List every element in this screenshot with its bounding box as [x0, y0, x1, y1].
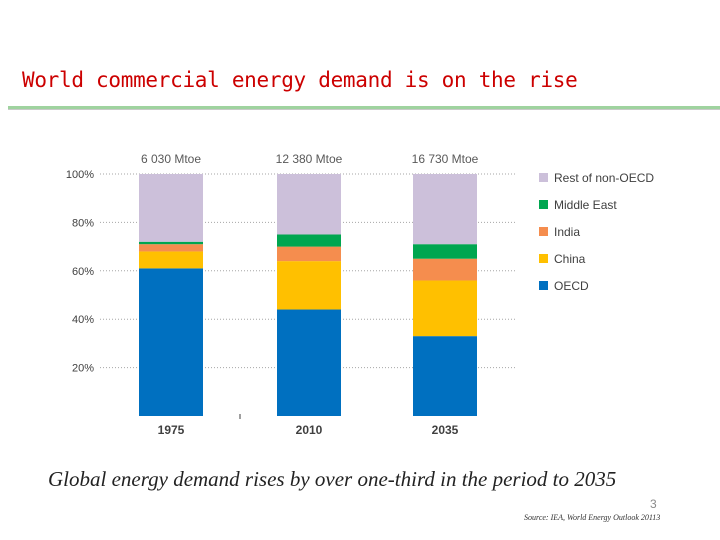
legend-swatch: [539, 281, 548, 290]
bar-segment-india: [277, 246, 341, 262]
bar-total-label: 6 030 Mtoe: [141, 152, 201, 166]
bar-segment-oecd: [139, 268, 203, 416]
source-note: Source: IEA, World Energy Outlook 20113: [524, 513, 661, 522]
chart-panel: 20% 40% 60% 80% 100% 1975 6 030 Mtoe 2010 12 380…: [48, 140, 678, 438]
bar-segment-rest-of-non-oecd: [413, 174, 477, 245]
bar-segment-china: [277, 261, 341, 310]
x-tick-label: 1975: [158, 423, 185, 437]
bar-segment-india: [413, 258, 477, 281]
title-divider: [8, 106, 720, 109]
y-tick-label: 60%: [72, 266, 94, 278]
legend-label: Rest of non-OECD: [554, 171, 654, 185]
x-tick-label: 2035: [432, 423, 459, 437]
bar-segment-middle-east: [139, 241, 203, 245]
bar-total-label: 16 730 Mtoe: [412, 152, 479, 166]
bar-segment-middle-east: [277, 234, 341, 247]
legend-label: India: [554, 225, 580, 239]
legend-label: Middle East: [554, 198, 617, 212]
bar-segment-china: [413, 280, 477, 337]
legend-swatch: [539, 227, 548, 236]
title-divider-shadow: [8, 109, 720, 110]
page-number: 3: [650, 497, 657, 511]
bar-segment-china: [139, 251, 203, 269]
y-tick-label: 40%: [72, 314, 94, 326]
stacked-bar-chart: 20% 40% 60% 80% 100% 1975 6 030 Mtoe 2010 12 380…: [66, 152, 655, 437]
bar-total-label: 12 380 Mtoe: [276, 152, 343, 166]
legend-label: China: [554, 252, 586, 266]
y-tick-label: 80%: [72, 217, 94, 229]
bar-segment-middle-east: [413, 244, 477, 259]
legend-label: OECD: [554, 279, 589, 293]
slide-title: World commercial energy demand is on the…: [22, 68, 578, 92]
legend-swatch: [539, 254, 548, 263]
legend-swatch: [539, 200, 548, 209]
bar-segment-oecd: [413, 336, 477, 416]
bar-segment-oecd: [277, 309, 341, 416]
bar-segment-rest-of-non-oecd: [277, 174, 341, 235]
slide-subtitle: Global energy demand rises by over one-t…: [48, 467, 617, 491]
y-tick-label: 100%: [66, 169, 94, 181]
legend-swatch: [539, 173, 548, 182]
bar-segment-india: [139, 244, 203, 252]
y-tick-label: 20%: [72, 363, 94, 375]
x-tick-label: 2010: [296, 423, 323, 437]
bar-segment-rest-of-non-oecd: [139, 174, 203, 242]
